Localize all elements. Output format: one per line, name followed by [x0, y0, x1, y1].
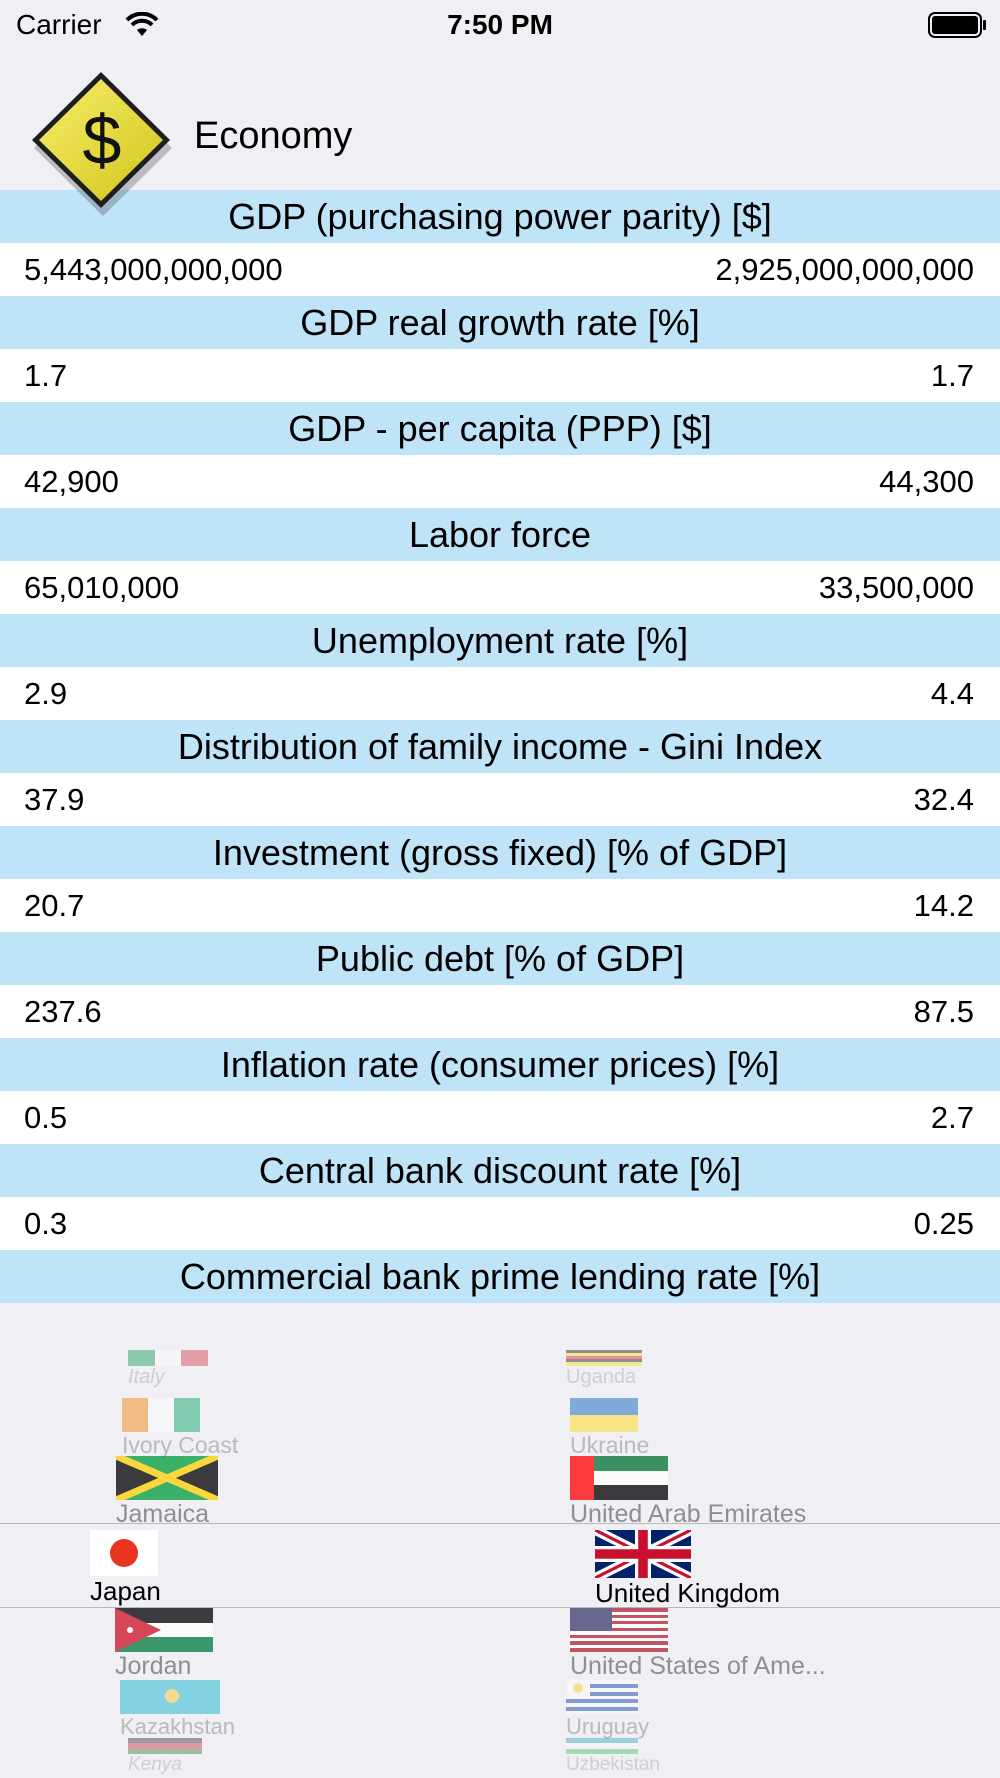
left-value: 37.9: [24, 782, 85, 817]
picker-item-uzbekistan[interactable]: Uzbekistan: [566, 1738, 660, 1776]
flag-icon: [566, 1680, 638, 1714]
picker-item-uae[interactable]: United Arab Emirates: [570, 1456, 806, 1529]
picker-item-label: United Arab Emirates: [570, 1500, 807, 1528]
right-value: 44,300: [879, 464, 974, 499]
row-values: 42,900 44,300: [0, 455, 1000, 508]
flag-icon: [566, 1738, 638, 1754]
row-heading: Investment (gross fixed) [% of GDP]: [0, 826, 1000, 879]
picker-item-japan[interactable]: Japan: [90, 1530, 161, 1607]
left-value: 2.9: [24, 676, 68, 711]
selection-top-line: [0, 1523, 1000, 1524]
row-values: 0.3 0.25: [0, 1197, 1000, 1250]
wifi-icon: [125, 12, 159, 36]
row-values: 5,443,000,000,000 2,925,000,000,000: [0, 243, 1000, 296]
picker-item-label: Japan: [90, 1576, 161, 1606]
battery-icon: [928, 12, 986, 38]
right-value: 33,500,000: [818, 570, 974, 605]
row-values: 20.7 14.2: [0, 879, 1000, 932]
status-bar: Carrier 7:50 PM: [0, 0, 1000, 50]
row-values: 237.6 87.5: [0, 985, 1000, 1038]
status-time: 7:50 PM: [447, 9, 553, 40]
left-value: 5,443,000,000,000: [24, 252, 283, 287]
picker-item-label: Uganda: [566, 1366, 637, 1388]
picker-item-jordan[interactable]: Jordan: [115, 1608, 213, 1681]
picker-item-label: Ivory Coast: [122, 1432, 239, 1458]
picker-item-label: Uruguay: [566, 1714, 650, 1739]
flag-icon: [116, 1456, 218, 1500]
carrier-label: Carrier: [16, 9, 102, 40]
row-heading: Distribution of family income - Gini Ind…: [0, 720, 1000, 773]
flag-icon: [595, 1530, 691, 1578]
row-heading: Labor force: [0, 508, 1000, 561]
section-title: Economy: [194, 115, 353, 157]
row-values: 0.5 2.7: [0, 1091, 1000, 1144]
picker-item-usa[interactable]: United States of Ame...: [570, 1608, 826, 1681]
picker-item-label: United Kingdom: [595, 1578, 780, 1608]
left-value: 65,010,000: [24, 570, 180, 605]
row-values: 1.7 1.7: [0, 349, 1000, 402]
flag-icon: [566, 1350, 642, 1366]
right-value: 32.4: [913, 782, 974, 817]
picker-item-label: Jamaica: [116, 1500, 210, 1528]
row-heading: Public debt [% of GDP]: [0, 932, 1000, 985]
picker-item-jamaica[interactable]: Jamaica: [116, 1456, 218, 1529]
flag-icon: [128, 1738, 202, 1754]
picker-item-uruguay[interactable]: Uruguay: [566, 1680, 649, 1740]
row-heading: Commercial bank prime lending rate [%]: [0, 1250, 1000, 1303]
right-value: 14.2: [913, 888, 974, 923]
picker-item-ivory-coast[interactable]: Ivory Coast: [122, 1398, 238, 1459]
flag-icon: [128, 1350, 208, 1366]
picker-item-kazakhstan[interactable]: Kazakhstan: [120, 1680, 235, 1740]
picker-item-label: United States of Ame...: [570, 1652, 826, 1680]
right-value: 2.7: [930, 1100, 974, 1135]
flag-icon: [90, 1530, 158, 1576]
left-value: 20.7: [24, 888, 85, 923]
right-value: 0.25: [913, 1206, 974, 1241]
picker-item-label: Uzbekistan: [566, 1754, 660, 1775]
row-values: 2.9 4.4: [0, 667, 1000, 720]
left-value: 42,900: [24, 464, 119, 499]
row-heading: GDP (purchasing power parity) [$]: [0, 190, 1000, 243]
picker-item-label: Kazakhstan: [120, 1714, 235, 1739]
picker-item-uganda[interactable]: Uganda: [566, 1350, 642, 1389]
right-value: 1.7: [930, 358, 974, 393]
picker-item-label: Kenya: [128, 1754, 182, 1775]
svg-text:$: $: [83, 101, 122, 179]
dollar-diamond-icon: $: [32, 72, 172, 216]
row-heading: Unemployment rate [%]: [0, 614, 1000, 667]
economy-table: GDP (purchasing power parity) [$] 5,443,…: [0, 190, 1000, 1303]
right-value: 87.5: [913, 994, 974, 1029]
picker-item-label: Italy: [128, 1366, 165, 1388]
picker-item-ukraine[interactable]: Ukraine: [570, 1398, 649, 1459]
right-value: 4.4: [930, 676, 974, 711]
selection-bottom-line: [0, 1607, 1000, 1608]
country-picker[interactable]: Italy Ivory Coast Jamaica Japan Jordan K…: [0, 1300, 1000, 1778]
row-heading: Inflation rate (consumer prices) [%]: [0, 1038, 1000, 1091]
flag-icon: [122, 1398, 200, 1432]
row-values: 65,010,000 33,500,000: [0, 561, 1000, 614]
row-heading: GDP - per capita (PPP) [$]: [0, 402, 1000, 455]
flag-icon: [120, 1680, 220, 1714]
picker-item-label: Jordan: [115, 1652, 192, 1680]
left-value: 1.7: [24, 358, 68, 393]
picker-item-united-kingdom[interactable]: United Kingdom: [595, 1530, 780, 1609]
row-heading: GDP real growth rate [%]: [0, 296, 1000, 349]
right-value: 2,925,000,000,000: [715, 252, 974, 287]
flag-icon: [570, 1456, 668, 1500]
section-header: $ Economy: [0, 60, 1000, 216]
flag-icon: [115, 1608, 213, 1652]
left-value: 0.3: [24, 1206, 68, 1241]
picker-item-italy[interactable]: Italy: [128, 1350, 208, 1389]
picker-item-kenya[interactable]: Kenya: [128, 1738, 202, 1776]
left-value: 0.5: [24, 1100, 68, 1135]
row-heading: Central bank discount rate [%]: [0, 1144, 1000, 1197]
picker-item-label: Ukraine: [570, 1432, 650, 1458]
row-values: 37.9 32.4: [0, 773, 1000, 826]
flag-icon: [570, 1608, 668, 1652]
flag-icon: [570, 1398, 638, 1432]
left-value: 237.6: [24, 994, 102, 1029]
